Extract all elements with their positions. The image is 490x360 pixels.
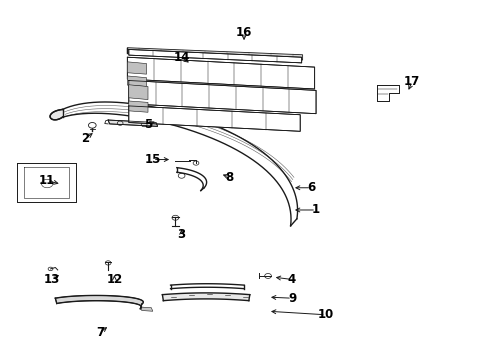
Polygon shape	[162, 293, 250, 301]
Text: 12: 12	[106, 273, 122, 286]
Text: 11: 11	[39, 174, 55, 187]
Polygon shape	[17, 163, 76, 202]
Polygon shape	[129, 101, 148, 112]
Polygon shape	[108, 120, 158, 126]
Polygon shape	[129, 106, 300, 131]
Circle shape	[265, 274, 271, 278]
Polygon shape	[50, 109, 63, 120]
Circle shape	[178, 173, 185, 178]
Polygon shape	[377, 85, 399, 100]
Text: 3: 3	[177, 228, 186, 241]
Circle shape	[193, 161, 199, 165]
Polygon shape	[129, 85, 148, 100]
Text: 17: 17	[404, 76, 420, 89]
Polygon shape	[127, 48, 303, 60]
Text: 8: 8	[225, 171, 234, 184]
Text: 16: 16	[236, 26, 252, 39]
Text: 1: 1	[312, 203, 320, 216]
Text: 15: 15	[145, 153, 161, 166]
Circle shape	[89, 122, 96, 128]
Polygon shape	[140, 307, 153, 311]
Circle shape	[172, 215, 179, 220]
Polygon shape	[129, 81, 316, 114]
Circle shape	[48, 267, 53, 271]
Polygon shape	[127, 76, 147, 86]
Polygon shape	[127, 57, 315, 89]
Text: 13: 13	[44, 273, 60, 286]
Text: 5: 5	[144, 118, 152, 131]
Text: 6: 6	[307, 181, 316, 194]
Text: 10: 10	[318, 308, 334, 321]
Polygon shape	[127, 62, 147, 74]
Text: 14: 14	[173, 51, 190, 64]
Text: 9: 9	[288, 292, 296, 305]
Circle shape	[41, 179, 53, 188]
Text: 2: 2	[81, 132, 90, 145]
Polygon shape	[129, 49, 302, 63]
Polygon shape	[55, 296, 143, 309]
Circle shape	[105, 261, 111, 265]
Text: 4: 4	[288, 273, 296, 286]
Text: 7: 7	[96, 326, 104, 339]
